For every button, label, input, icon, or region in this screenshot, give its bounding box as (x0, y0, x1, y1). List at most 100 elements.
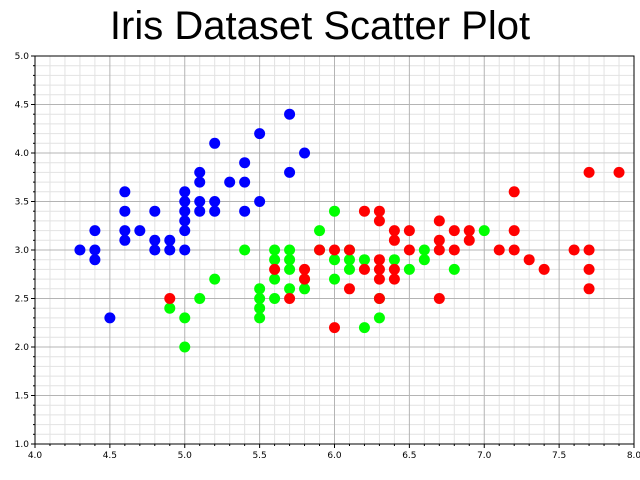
x-tick-label: 7.0 (477, 451, 492, 461)
data-point-series-3 (284, 293, 296, 304)
x-tick-label: 7.5 (552, 451, 566, 461)
data-point-series-2 (194, 293, 206, 304)
data-point-series-2 (254, 283, 266, 295)
data-point-series-3 (314, 244, 326, 256)
data-point-series-3 (373, 263, 385, 275)
data-point-series-1 (284, 108, 296, 120)
data-point-series-1 (194, 205, 206, 217)
y-tick-label: 1.0 (15, 440, 30, 450)
data-point-series-1 (89, 254, 101, 266)
data-point-series-2 (329, 273, 340, 285)
x-tick-label: 6.0 (327, 451, 342, 461)
data-point-series-2 (418, 254, 430, 266)
data-point-series-2 (373, 312, 385, 324)
data-point-series-3 (388, 225, 400, 237)
data-point-series-3 (358, 205, 370, 217)
data-point-series-1 (179, 205, 191, 217)
data-point-series-3 (388, 263, 400, 275)
data-point-series-3 (433, 244, 445, 256)
data-point-series-2 (343, 254, 355, 266)
data-point-series-1 (254, 196, 266, 207)
data-points (74, 108, 625, 353)
y-tick-label: 4.0 (15, 149, 30, 159)
data-point-series-3 (538, 263, 550, 275)
data-point-series-1 (224, 176, 236, 188)
data-point-series-2 (179, 341, 191, 353)
x-tick-label: 4.5 (103, 451, 117, 461)
data-point-series-2 (209, 273, 221, 285)
data-point-series-2 (314, 225, 326, 237)
data-point-series-3 (448, 244, 460, 256)
data-point-series-2 (179, 312, 191, 324)
data-point-series-2 (418, 244, 430, 256)
data-point-series-3 (583, 166, 595, 178)
data-point-series-3 (493, 244, 505, 256)
data-point-series-1 (194, 176, 206, 188)
data-point-series-2 (269, 293, 281, 304)
data-point-series-2 (254, 302, 266, 314)
data-point-series-3 (373, 215, 385, 227)
data-point-series-1 (239, 205, 251, 217)
data-point-series-2 (254, 312, 266, 324)
data-point-series-2 (358, 322, 370, 334)
data-point-series-3 (373, 205, 385, 217)
data-point-series-2 (299, 283, 311, 295)
x-tick-label: 4.0 (28, 451, 43, 461)
y-tick-label: 5.0 (15, 52, 30, 62)
axis-ticks (31, 55, 635, 448)
data-point-series-3 (329, 244, 340, 256)
chart-title: Iris Dataset Scatter Plot (109, 4, 531, 48)
data-point-series-2 (284, 263, 296, 275)
data-point-series-1 (209, 196, 221, 207)
data-point-series-2 (343, 263, 355, 275)
x-tick-label: 5.0 (178, 451, 193, 461)
data-point-series-1 (104, 312, 116, 324)
data-point-series-1 (209, 205, 221, 217)
data-point-series-2 (254, 293, 266, 304)
data-point-series-2 (164, 302, 176, 314)
data-point-series-3 (403, 225, 415, 237)
data-point-series-1 (149, 205, 161, 217)
data-point-series-1 (179, 225, 191, 237)
data-point-series-1 (209, 137, 221, 149)
data-point-series-3 (373, 293, 385, 304)
data-point-series-1 (164, 234, 176, 246)
data-point-series-3 (508, 186, 520, 198)
data-point-series-1 (284, 166, 296, 178)
data-point-series-3 (269, 263, 281, 275)
data-point-series-1 (239, 157, 251, 169)
data-point-series-1 (179, 196, 191, 207)
x-axis-tick-labels: 4.0 4.5 5.0 5.5 6.0 6.5 7.0 7.5 8.0 (28, 451, 640, 461)
data-point-series-2 (403, 263, 415, 275)
data-point-series-1 (119, 186, 131, 198)
data-point-series-1 (179, 186, 191, 198)
data-point-series-2 (284, 254, 296, 266)
data-point-series-1 (89, 225, 101, 237)
data-point-series-2 (448, 263, 460, 275)
data-point-series-3 (329, 322, 340, 334)
data-point-series-3 (388, 273, 400, 285)
y-tick-label: 2.5 (15, 295, 29, 305)
data-point-series-2 (269, 244, 281, 256)
data-point-series-2 (329, 254, 340, 266)
data-point-series-1 (194, 166, 206, 178)
data-point-series-3 (403, 244, 415, 256)
data-point-series-3 (299, 263, 311, 275)
data-point-series-1 (149, 234, 161, 246)
data-point-series-2 (239, 244, 251, 256)
data-point-series-3 (343, 283, 355, 295)
data-point-series-3 (299, 273, 311, 285)
data-point-series-3 (568, 244, 580, 256)
data-point-series-1 (299, 147, 311, 159)
data-point-series-3 (358, 263, 370, 275)
data-point-series-3 (433, 215, 445, 227)
data-point-series-1 (194, 196, 206, 207)
data-point-series-1 (89, 244, 101, 256)
y-tick-label: 3.5 (15, 198, 29, 208)
data-point-series-1 (164, 244, 176, 256)
data-point-series-3 (343, 244, 355, 256)
x-tick-label: 8.0 (627, 451, 640, 461)
data-point-series-3 (373, 254, 385, 266)
data-point-series-1 (239, 176, 251, 188)
